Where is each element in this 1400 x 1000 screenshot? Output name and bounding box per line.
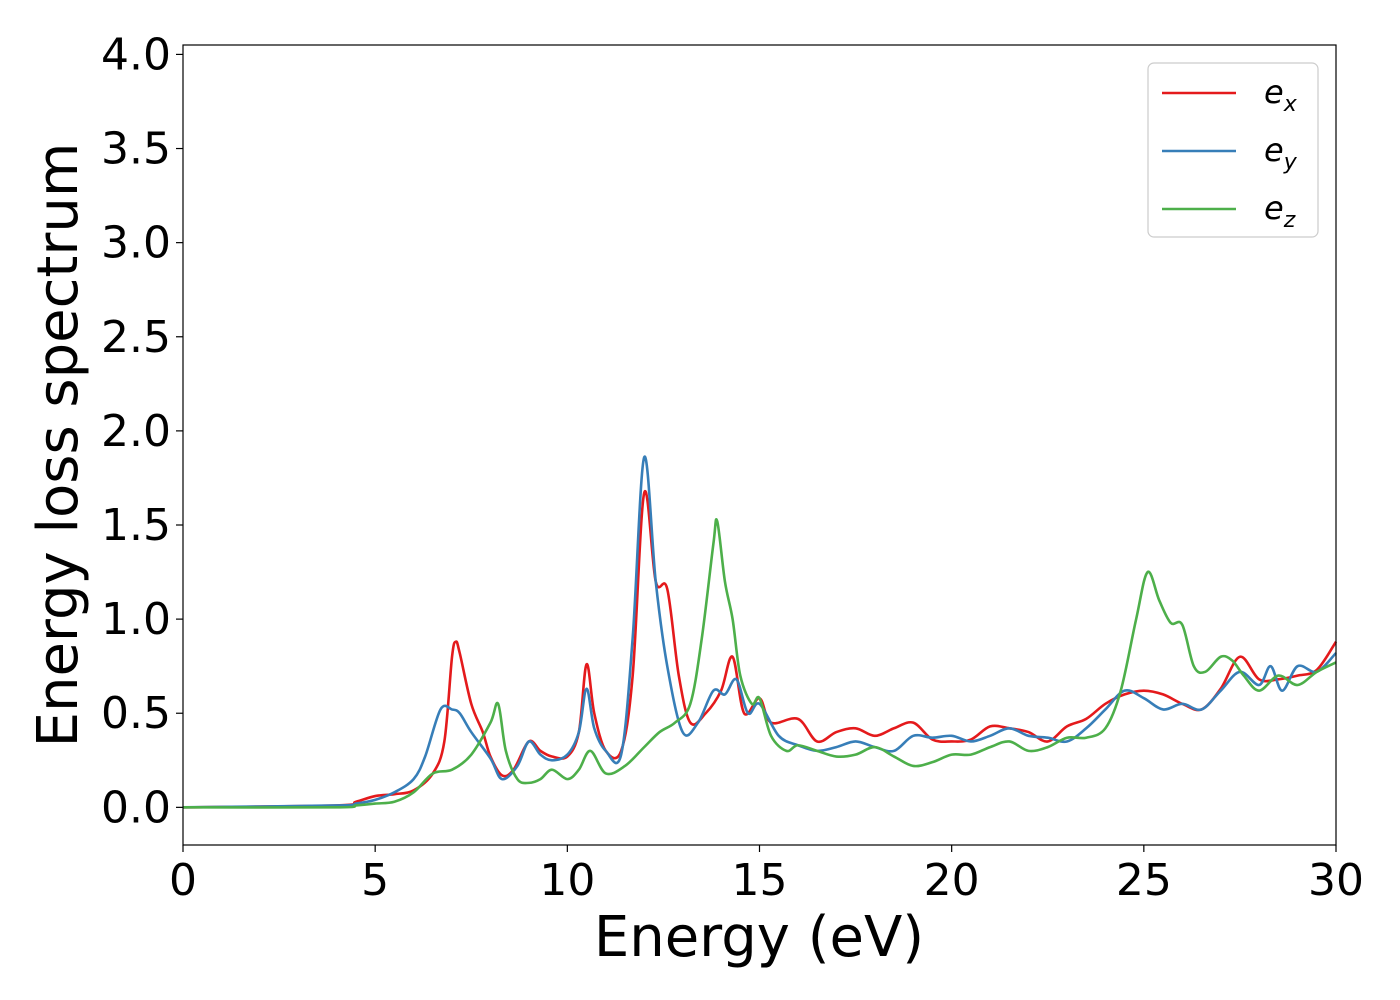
series-line-y xyxy=(182,455,1337,809)
y-tick-label: 3.5 xyxy=(101,124,171,175)
x-axis-title: Energy (eV) xyxy=(594,905,924,970)
y-tick-label: 0.5 xyxy=(101,688,171,739)
ticks-layer: 0 5 10 15 20 25 30 0.0 0.5 1.0 1.5 2.0 2.5 3.0 3.5 4.0 xyxy=(101,29,1364,906)
x-tick-label: 25 xyxy=(1116,855,1172,906)
y-tick-label: 1.0 xyxy=(101,594,171,645)
y-tick-label: 4.0 xyxy=(101,29,171,80)
x-tick-label: 10 xyxy=(539,855,595,906)
y-tick-label: 1.5 xyxy=(101,500,171,551)
series-layer xyxy=(182,455,1338,809)
x-tick-label: 30 xyxy=(1308,855,1364,906)
y-tick-label: 2.0 xyxy=(101,406,171,457)
y-axis-title: Energy loss spectrum xyxy=(26,143,91,748)
y-tick-label: 0.0 xyxy=(101,782,171,833)
x-tick-label: 0 xyxy=(169,855,197,906)
y-tick-label: 2.5 xyxy=(101,312,171,363)
x-tick-label: 15 xyxy=(732,855,788,906)
x-tick-label: 5 xyxy=(361,855,389,906)
series-line-x xyxy=(182,489,1338,809)
y-tick-label: 3.0 xyxy=(101,218,171,269)
x-tick-label: 20 xyxy=(924,855,980,906)
series-line-z xyxy=(182,518,1337,809)
